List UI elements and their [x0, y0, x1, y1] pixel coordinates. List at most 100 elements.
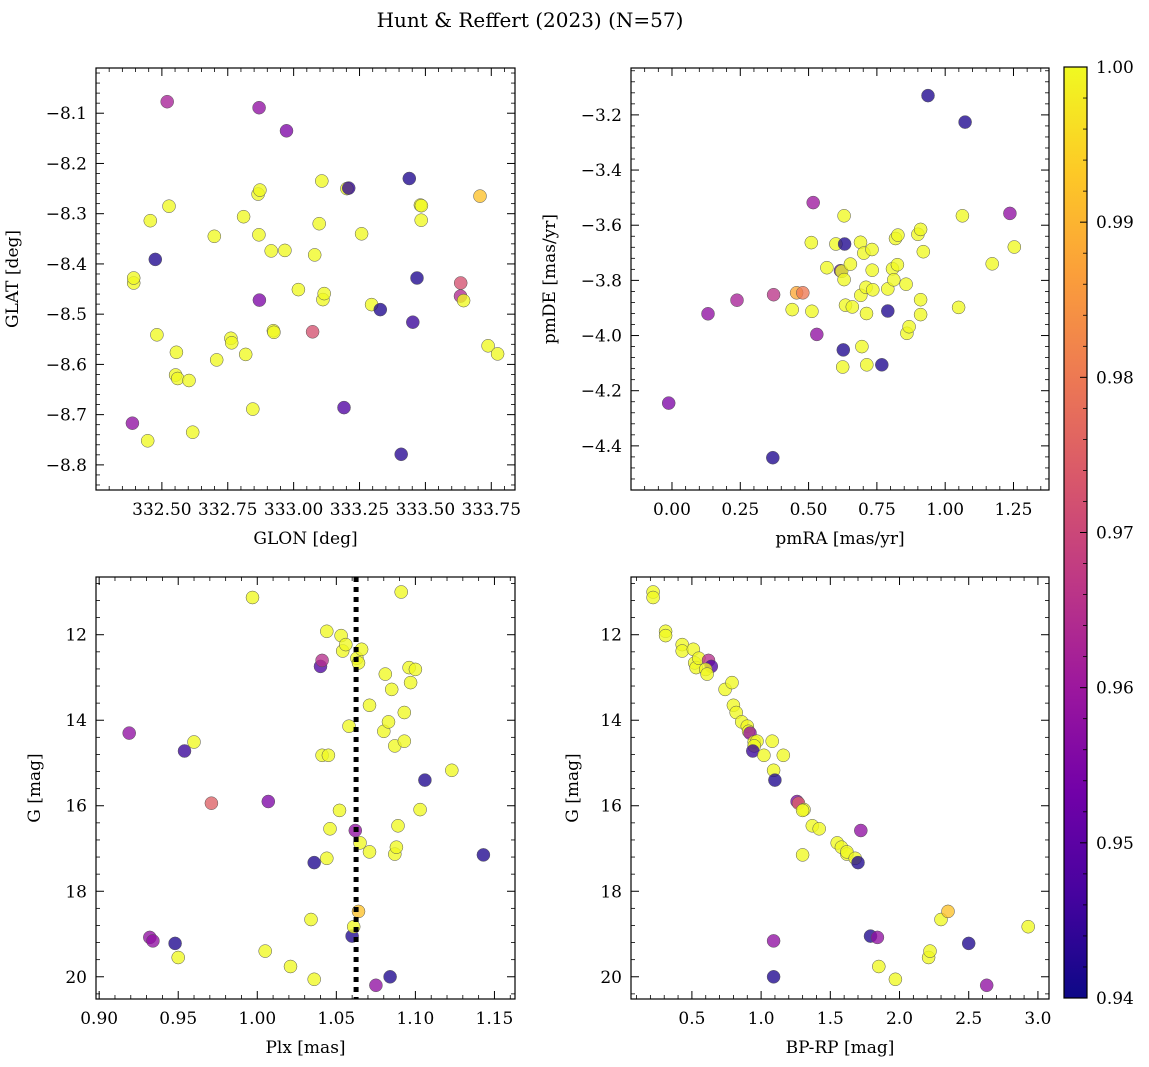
- data-point: [320, 851, 334, 866]
- y-tick-label: 20: [65, 968, 87, 988]
- data-point: [125, 416, 140, 430]
- axes-frame: [630, 576, 1050, 1000]
- axes-frame: [95, 67, 516, 491]
- y-tick-label: −8.1: [46, 104, 87, 124]
- y-tick-label: −8.6: [46, 355, 87, 375]
- data-point: [866, 283, 880, 297]
- x-tick-label: 332.75: [198, 500, 257, 520]
- y-axis-label: G [mag]: [25, 753, 45, 822]
- data-point: [204, 796, 219, 810]
- data-point: [725, 675, 739, 690]
- data-point: [267, 325, 281, 340]
- data-point: [757, 748, 771, 763]
- x-tick-label: 1.00: [238, 1009, 276, 1029]
- data-point: [837, 237, 852, 251]
- data-point: [148, 252, 163, 267]
- data-point: [143, 213, 158, 228]
- y-tick-label: −3.2: [581, 106, 622, 126]
- colorbar-tick-label: 0.96: [1096, 679, 1134, 699]
- y-tick-label: −4.0: [581, 327, 622, 347]
- axes-frame: [630, 67, 1050, 491]
- y-tick-label: 20: [600, 968, 622, 988]
- y-tick-label: 18: [600, 882, 622, 902]
- data-point: [150, 328, 164, 342]
- y-tick-label: −8.3: [46, 205, 87, 225]
- y-tick-label: −4.4: [581, 437, 622, 457]
- data-point: [923, 944, 937, 958]
- data-point: [389, 840, 404, 854]
- data-point: [245, 590, 260, 605]
- x-tick-label: 1.25: [995, 500, 1033, 520]
- data-point: [122, 726, 136, 740]
- data-point: [881, 304, 895, 318]
- data-point: [796, 286, 810, 300]
- x-tick-label: 0.75: [858, 500, 896, 520]
- data-point: [700, 667, 714, 681]
- x-tick-label: 333.75: [462, 500, 521, 520]
- data-point: [397, 734, 412, 748]
- y-tick-label: −8.2: [46, 154, 87, 174]
- data-point: [397, 705, 412, 720]
- y-tick-label: −4.2: [581, 382, 622, 402]
- x-axis-label: Plx [mas]: [265, 1038, 345, 1058]
- data-point: [342, 719, 356, 733]
- data-point: [865, 242, 879, 257]
- data-point: [766, 287, 781, 302]
- x-axis-label: BP-RP [mag]: [786, 1038, 895, 1058]
- data-point: [476, 848, 491, 862]
- data-point: [845, 300, 860, 314]
- data-point: [860, 358, 874, 372]
- data-point: [951, 300, 966, 315]
- data-point: [177, 744, 192, 758]
- data-point: [224, 336, 239, 350]
- x-tick-label: 3.0: [1024, 1009, 1051, 1029]
- data-point: [252, 228, 266, 242]
- data-point: [373, 302, 388, 317]
- data-point: [146, 934, 160, 948]
- data-point: [916, 244, 931, 259]
- data-point: [890, 257, 905, 272]
- data-point: [185, 425, 200, 439]
- colorbar: 0.94 0.95 0.96 0.97 0.98 0.99 1.00: [1063, 58, 1134, 1009]
- data-point: [490, 347, 505, 361]
- x-tick-label: 1.10: [396, 1009, 434, 1029]
- data-point: [394, 585, 408, 599]
- data-point: [913, 292, 928, 307]
- data-point: [209, 353, 224, 367]
- data-point: [795, 848, 810, 862]
- y-tick-label: −3.4: [581, 161, 622, 181]
- data-point: [236, 209, 251, 224]
- data-point: [238, 347, 253, 362]
- x-tick-label: 333.25: [330, 500, 389, 520]
- data-point: [646, 590, 660, 605]
- data-point: [378, 667, 393, 681]
- data-point: [403, 675, 418, 690]
- data-point: [1021, 919, 1035, 934]
- y-tick-label: −8.4: [46, 255, 87, 275]
- data-point: [315, 174, 329, 188]
- x-axis-label: pmRA [mas/yr]: [775, 529, 904, 549]
- y-tick-label: 14: [65, 711, 87, 731]
- data-point: [795, 803, 810, 818]
- data-point: [854, 823, 868, 838]
- data-point: [391, 819, 405, 833]
- axes-frame: [95, 576, 516, 1000]
- data-point: [279, 124, 294, 138]
- x-tick-label: 0.00: [653, 500, 691, 520]
- data-point: [252, 293, 267, 307]
- x-tick-label: 1.05: [317, 1009, 355, 1029]
- y-axis-label: pmDE [mas/yr]: [540, 214, 560, 344]
- y-tick-label: 16: [600, 797, 622, 817]
- data-point: [766, 970, 781, 984]
- data-point: [408, 662, 423, 677]
- data-point: [913, 222, 928, 237]
- data-point: [865, 263, 879, 277]
- data-point: [768, 773, 782, 787]
- data-point: [891, 228, 905, 242]
- x-tick-label: 332.50: [132, 500, 191, 520]
- data-point: [812, 822, 826, 836]
- y-axis-label: GLAT [deg]: [3, 230, 23, 328]
- data-point: [913, 307, 928, 322]
- data-point: [899, 277, 913, 291]
- color-magnitude-panel: 0.5 1.0 1.5 2.0 2.5 3.0 12 14 16 18 20 BP-RP [mag] G…: [563, 576, 1051, 1058]
